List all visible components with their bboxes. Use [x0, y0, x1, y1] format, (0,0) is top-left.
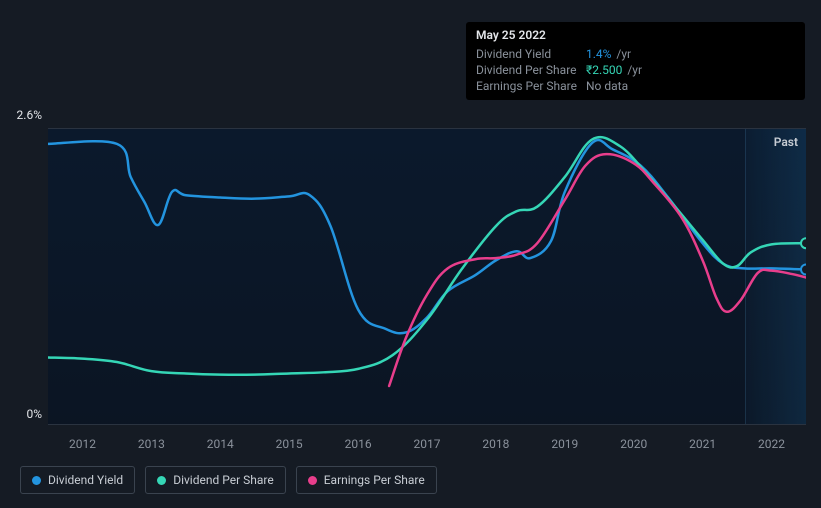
x-axis-tick: 2012: [69, 437, 96, 451]
x-axis-tick: 2014: [207, 437, 234, 451]
tooltip-row-value: ₹2.500 /yr: [586, 63, 642, 77]
chart-svg: [48, 129, 806, 426]
legend-dot-icon: [308, 476, 317, 485]
data-tooltip: May 25 2022 Dividend Yield1.4% /yrDivide…: [466, 22, 805, 100]
legend-item[interactable]: Dividend Yield: [20, 466, 135, 494]
legend-item-label: Dividend Per Share: [173, 473, 274, 487]
tooltip-row: Dividend Yield1.4% /yr: [476, 46, 795, 62]
x-axis-tick: 2013: [138, 437, 165, 451]
series-line: [48, 137, 806, 375]
x-axis-tick: 2020: [620, 437, 647, 451]
plot-area: Past: [48, 128, 806, 425]
chart-container: May 25 2022 Dividend Yield1.4% /yrDivide…: [0, 0, 821, 508]
x-axis-tick: 2019: [551, 437, 578, 451]
tooltip-row-label: Dividend Yield: [476, 47, 586, 61]
y-axis-bottom-label: 0%: [0, 407, 42, 421]
legend: Dividend Yield Dividend Per Share Earnings…: [20, 466, 437, 494]
legend-dot-icon: [32, 476, 41, 485]
tooltip-row: Dividend Per Share₹2.500 /yr: [476, 62, 795, 78]
legend-item[interactable]: Earnings Per Share: [296, 466, 437, 494]
tooltip-row-label: Dividend Per Share: [476, 63, 586, 77]
series-line: [389, 154, 806, 386]
x-axis-tick: 2016: [345, 437, 372, 451]
x-axis-tick: 2017: [414, 437, 441, 451]
x-axis-tick: 2021: [689, 437, 716, 451]
series-end-marker: [801, 238, 806, 248]
tooltip-row-value: 1.4% /yr: [586, 47, 631, 61]
tooltip-date: May 25 2022: [476, 28, 795, 42]
legend-item-label: Earnings Per Share: [324, 473, 425, 487]
tooltip-row-label: Earnings Per Share: [476, 79, 586, 93]
tooltip-row: Earnings Per ShareNo data: [476, 78, 795, 94]
tooltip-row-value: No data: [586, 79, 628, 93]
x-axis-tick: 2015: [276, 437, 303, 451]
legend-dot-icon: [157, 476, 166, 485]
x-axis-tick: 2018: [482, 437, 509, 451]
series-end-marker: [801, 265, 806, 275]
x-axis-tick: 2022: [758, 437, 785, 451]
y-axis-top-label: 2.6%: [0, 108, 42, 122]
legend-item[interactable]: Dividend Per Share: [145, 466, 286, 494]
legend-item-label: Dividend Yield: [48, 473, 123, 487]
